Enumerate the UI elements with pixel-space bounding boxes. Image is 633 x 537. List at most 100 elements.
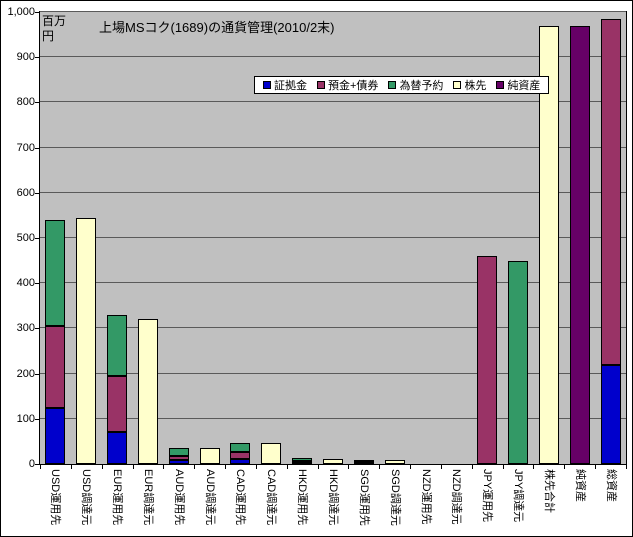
gridline	[40, 417, 626, 419]
y-axis-tick-label: 600	[16, 186, 35, 199]
legend-label: 為替予約	[399, 80, 444, 92]
bar-segment	[600, 364, 621, 464]
x-axis-tick-mark	[70, 465, 72, 469]
bar-segment	[292, 458, 313, 461]
x-axis-label: USD調達元	[80, 469, 93, 526]
gridline	[40, 282, 626, 284]
x-axis-tick-mark	[471, 465, 473, 469]
x-axis-tick-mark	[40, 465, 41, 469]
x-axis-label: EUR調達元	[141, 469, 154, 526]
y-axis-tick-label: 400	[16, 277, 35, 290]
x-axis-label: JPY運用先	[481, 469, 494, 523]
x-axis-tick-mark	[132, 465, 134, 469]
x-axis-tick-mark	[564, 465, 566, 469]
bar-segment	[137, 319, 158, 464]
y-axis-tick-mark	[35, 238, 39, 239]
gridline	[40, 372, 626, 374]
x-axis-tick-mark	[595, 465, 597, 469]
y-axis-tick-label: 500	[16, 232, 35, 244]
x-axis-label: JPY調達元	[512, 469, 525, 523]
y-axis-tick-mark	[35, 57, 39, 59]
x-axis-label: AUD調達元	[203, 469, 216, 526]
y-axis-tick-mark	[35, 373, 39, 375]
x-axis-tick-mark	[317, 465, 319, 469]
bar-segment	[292, 460, 313, 463]
bar-segment	[569, 25, 590, 464]
x-axis-tick-mark	[163, 465, 165, 469]
bar-segment	[199, 448, 220, 464]
bar-segment	[76, 217, 97, 464]
y-axis-tick-label: 200	[16, 367, 35, 380]
y-axis-tick-label: 0	[28, 458, 35, 470]
y-axis-tick-mark	[35, 283, 39, 285]
chart-title: 上場MSコク(1689)の通貨管理(2010/2末)	[99, 20, 335, 35]
x-axis-tick-mark	[348, 465, 350, 469]
legend-label: 株先	[464, 80, 487, 92]
x-axis-tick-mark	[194, 465, 196, 469]
y-axis-tick-mark	[35, 418, 39, 420]
bar-segment	[168, 455, 189, 461]
bar-segment	[508, 260, 529, 464]
x-axis-label: CAD調達元	[265, 469, 278, 526]
x-axis-label: 株先合計	[542, 469, 555, 513]
legend: 証拠金 預金+債券 為替予約 株先 純資産	[254, 76, 550, 94]
x-axis-label: SGD運用先	[357, 469, 370, 526]
y-axis-tick-mark	[35, 12, 39, 13]
y-axis-tick-mark	[35, 192, 39, 194]
gridline	[40, 146, 626, 148]
bar-segment	[538, 25, 559, 464]
x-axis-tick-mark	[379, 465, 381, 469]
bar-segment	[107, 432, 128, 464]
legend-item: 純資産	[496, 77, 540, 93]
y-axis-tick-label: 300	[16, 322, 35, 335]
x-axis-label: USD運用先	[49, 469, 62, 526]
bar-segment	[323, 458, 343, 464]
bar-segment	[353, 459, 374, 462]
x-axis-label: 純資産	[573, 469, 586, 502]
y-axis-tick-label: 900	[16, 51, 35, 64]
x-axis-label: SGD調達元	[388, 469, 401, 526]
bar-segment	[261, 443, 282, 464]
x-axis-tick-mark	[286, 465, 288, 469]
bar-segment	[45, 326, 66, 408]
y-axis-tick-label: 100	[16, 412, 35, 425]
x-axis-label: 総資産	[604, 469, 617, 502]
y-axis-tick-mark	[35, 102, 39, 104]
y-axis-tick-mark	[35, 464, 39, 465]
legend-marker-icon	[388, 81, 397, 89]
x-axis-label: NZD調達元	[450, 469, 463, 525]
bar-segment	[107, 314, 128, 376]
gridline	[40, 327, 626, 329]
x-axis-tick-mark	[626, 465, 627, 469]
gridline	[40, 101, 626, 103]
legend-marker-icon	[263, 81, 271, 89]
gridline	[40, 237, 626, 238]
y-axis-tick-mark	[35, 147, 39, 149]
bar-segment	[477, 256, 498, 464]
x-axis-label: HKD運用先	[296, 469, 309, 526]
y-axis-tick-label: 800	[16, 96, 35, 109]
y-axis-unit-label: 百万円	[42, 14, 67, 43]
legend-marker-icon	[496, 81, 505, 89]
legend-label: 預金+債券	[328, 80, 379, 92]
x-axis-label: AUD運用先	[172, 469, 185, 526]
bar-segment	[230, 443, 251, 453]
x-axis-tick-mark	[101, 465, 103, 469]
legend-item: 株先	[453, 77, 486, 93]
legend-marker-icon	[453, 81, 462, 89]
bar-segment	[45, 407, 66, 464]
gridline	[40, 191, 626, 193]
legend-label: 純資産	[507, 80, 541, 92]
bar-segment	[107, 375, 128, 433]
x-axis-tick-mark	[502, 465, 504, 469]
x-axis-label: EUR運用先	[111, 469, 124, 526]
x-axis-tick-mark	[533, 465, 535, 469]
gridline	[40, 11, 626, 12]
x-axis-tick-mark	[255, 465, 257, 469]
bar-segment	[45, 219, 66, 327]
bar-segment	[230, 458, 251, 464]
legend-item: 為替予約	[388, 77, 443, 93]
x-axis-label: HKD調達元	[327, 469, 339, 526]
y-axis-tick-label: 1,000	[7, 6, 35, 18]
